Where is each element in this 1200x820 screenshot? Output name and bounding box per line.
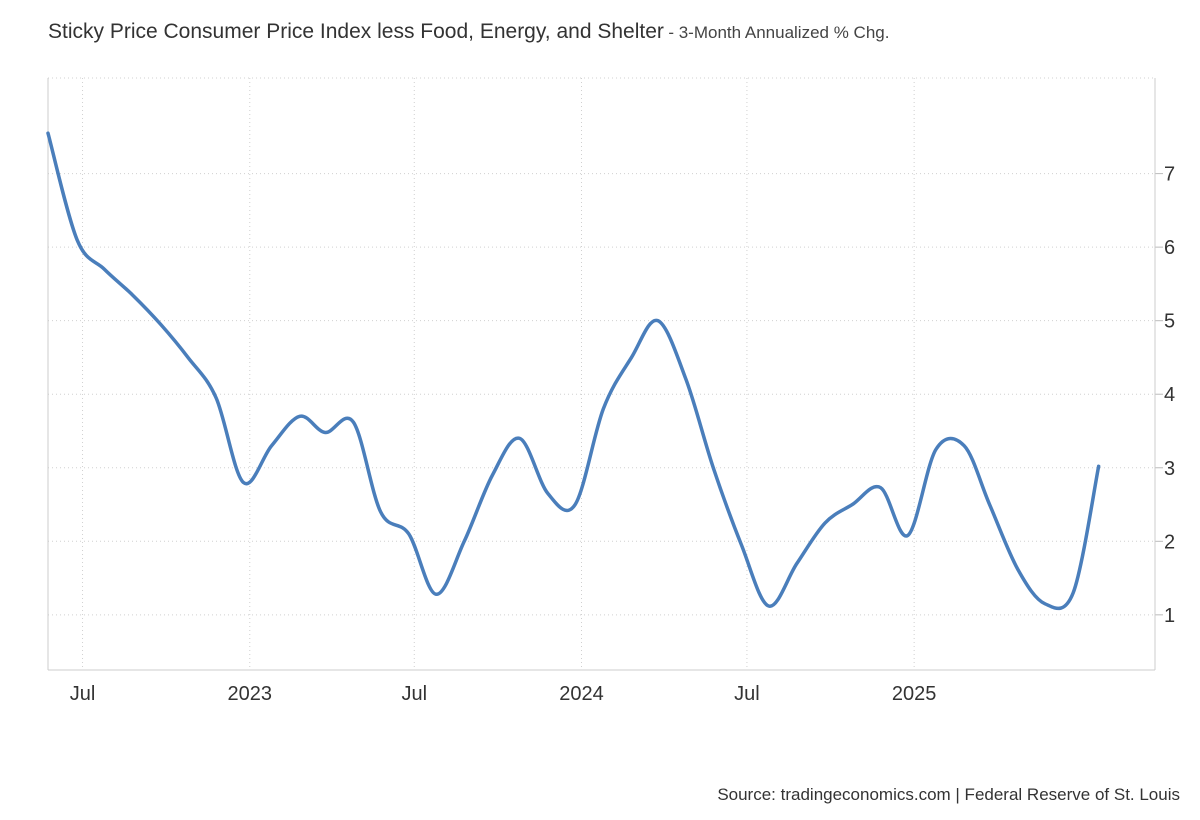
y-tick-label: 2 [1164, 531, 1175, 553]
x-tick-label: 2025 [892, 683, 937, 705]
x-tick-label: 2023 [228, 683, 273, 705]
y-tick-label: 7 [1164, 164, 1175, 186]
chart-axes [47, 78, 1163, 671]
chart-title: Sticky Price Consumer Price Index less F… [48, 20, 664, 43]
chart-points [46, 132, 1100, 608]
y-tick-label: 3 [1164, 458, 1175, 480]
y-tick-label: 6 [1164, 237, 1175, 259]
y-tick-label: 5 [1164, 311, 1175, 333]
chart-series [46, 131, 1101, 611]
chart-subtitle: - 3-Month Annualized % Chg. [668, 23, 890, 42]
x-tick-label: Jul [401, 683, 427, 705]
chart-grid [48, 77, 1155, 670]
x-tick-label: 2024 [559, 683, 604, 705]
source-note: Source: tradingeconomics.com | Federal R… [717, 785, 1180, 804]
x-tick-label: Jul [734, 683, 760, 705]
y-tick-label: 4 [1164, 384, 1175, 406]
chart-tick-labels: 1 2 3 4 5 6 7 Jul 2023 Jul 2024 Jul 2025 [70, 164, 1175, 705]
chart-header: Sticky Price Consumer Price Index less F… [48, 20, 889, 44]
series-line [46, 131, 1101, 611]
x-tick-label: Jul [70, 683, 96, 705]
y-tick-label: 1 [1164, 605, 1175, 627]
